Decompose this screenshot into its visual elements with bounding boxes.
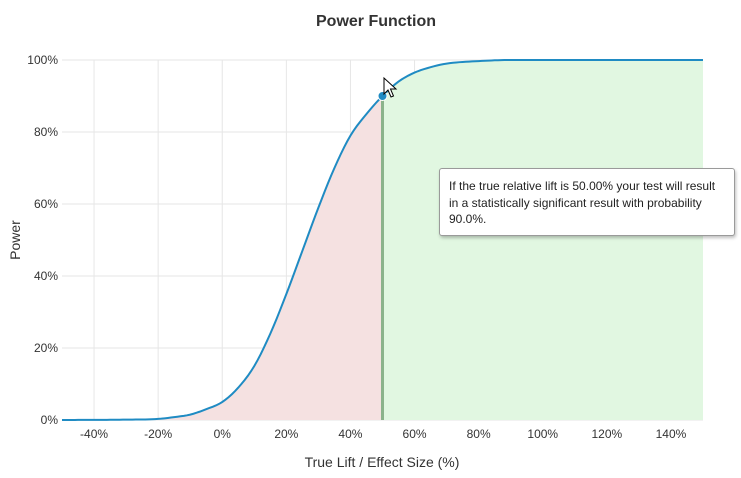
y-tick-label: 0%: [41, 413, 59, 427]
shaded-regions: [62, 60, 703, 420]
y-tick-label: 60%: [34, 197, 58, 211]
power-tooltip: If the true relative lift is 50.00% your…: [439, 168, 735, 236]
x-tick-label: 20%: [274, 427, 298, 441]
x-tick-label: 40%: [338, 427, 362, 441]
x-tick-label: 100%: [527, 427, 558, 441]
chart-title: Power Function: [316, 13, 436, 30]
shaded-region-1: [382, 60, 703, 420]
mouse-cursor-icon: [383, 76, 398, 98]
x-tick-label: -20%: [144, 427, 172, 441]
y-tick-label: 100%: [27, 53, 58, 67]
y-tick-label: 40%: [34, 269, 58, 283]
y-tick-label: 80%: [34, 125, 58, 139]
x-tick-label: 60%: [403, 427, 427, 441]
axis-ticks: -40% -20% 0% 20% 40% 60% 80% 100% 120% 140% 0% 20% 4…: [27, 53, 686, 441]
x-axis-label: True Lift / Effect Size (%): [305, 454, 460, 470]
x-tick-label: 140%: [656, 427, 687, 441]
x-tick-label: 0%: [214, 427, 232, 441]
x-tick-label: 80%: [467, 427, 491, 441]
tooltip-text: If the true relative lift is 50.00% your…: [449, 179, 716, 226]
y-axis-label: Power: [7, 220, 23, 260]
x-tick-label: -40%: [80, 427, 108, 441]
power-curve-layer: [61, 59, 703, 421]
y-tick-label: 20%: [34, 341, 58, 355]
shaded-region-0: [62, 96, 383, 420]
x-tick-label: 120%: [591, 427, 622, 441]
